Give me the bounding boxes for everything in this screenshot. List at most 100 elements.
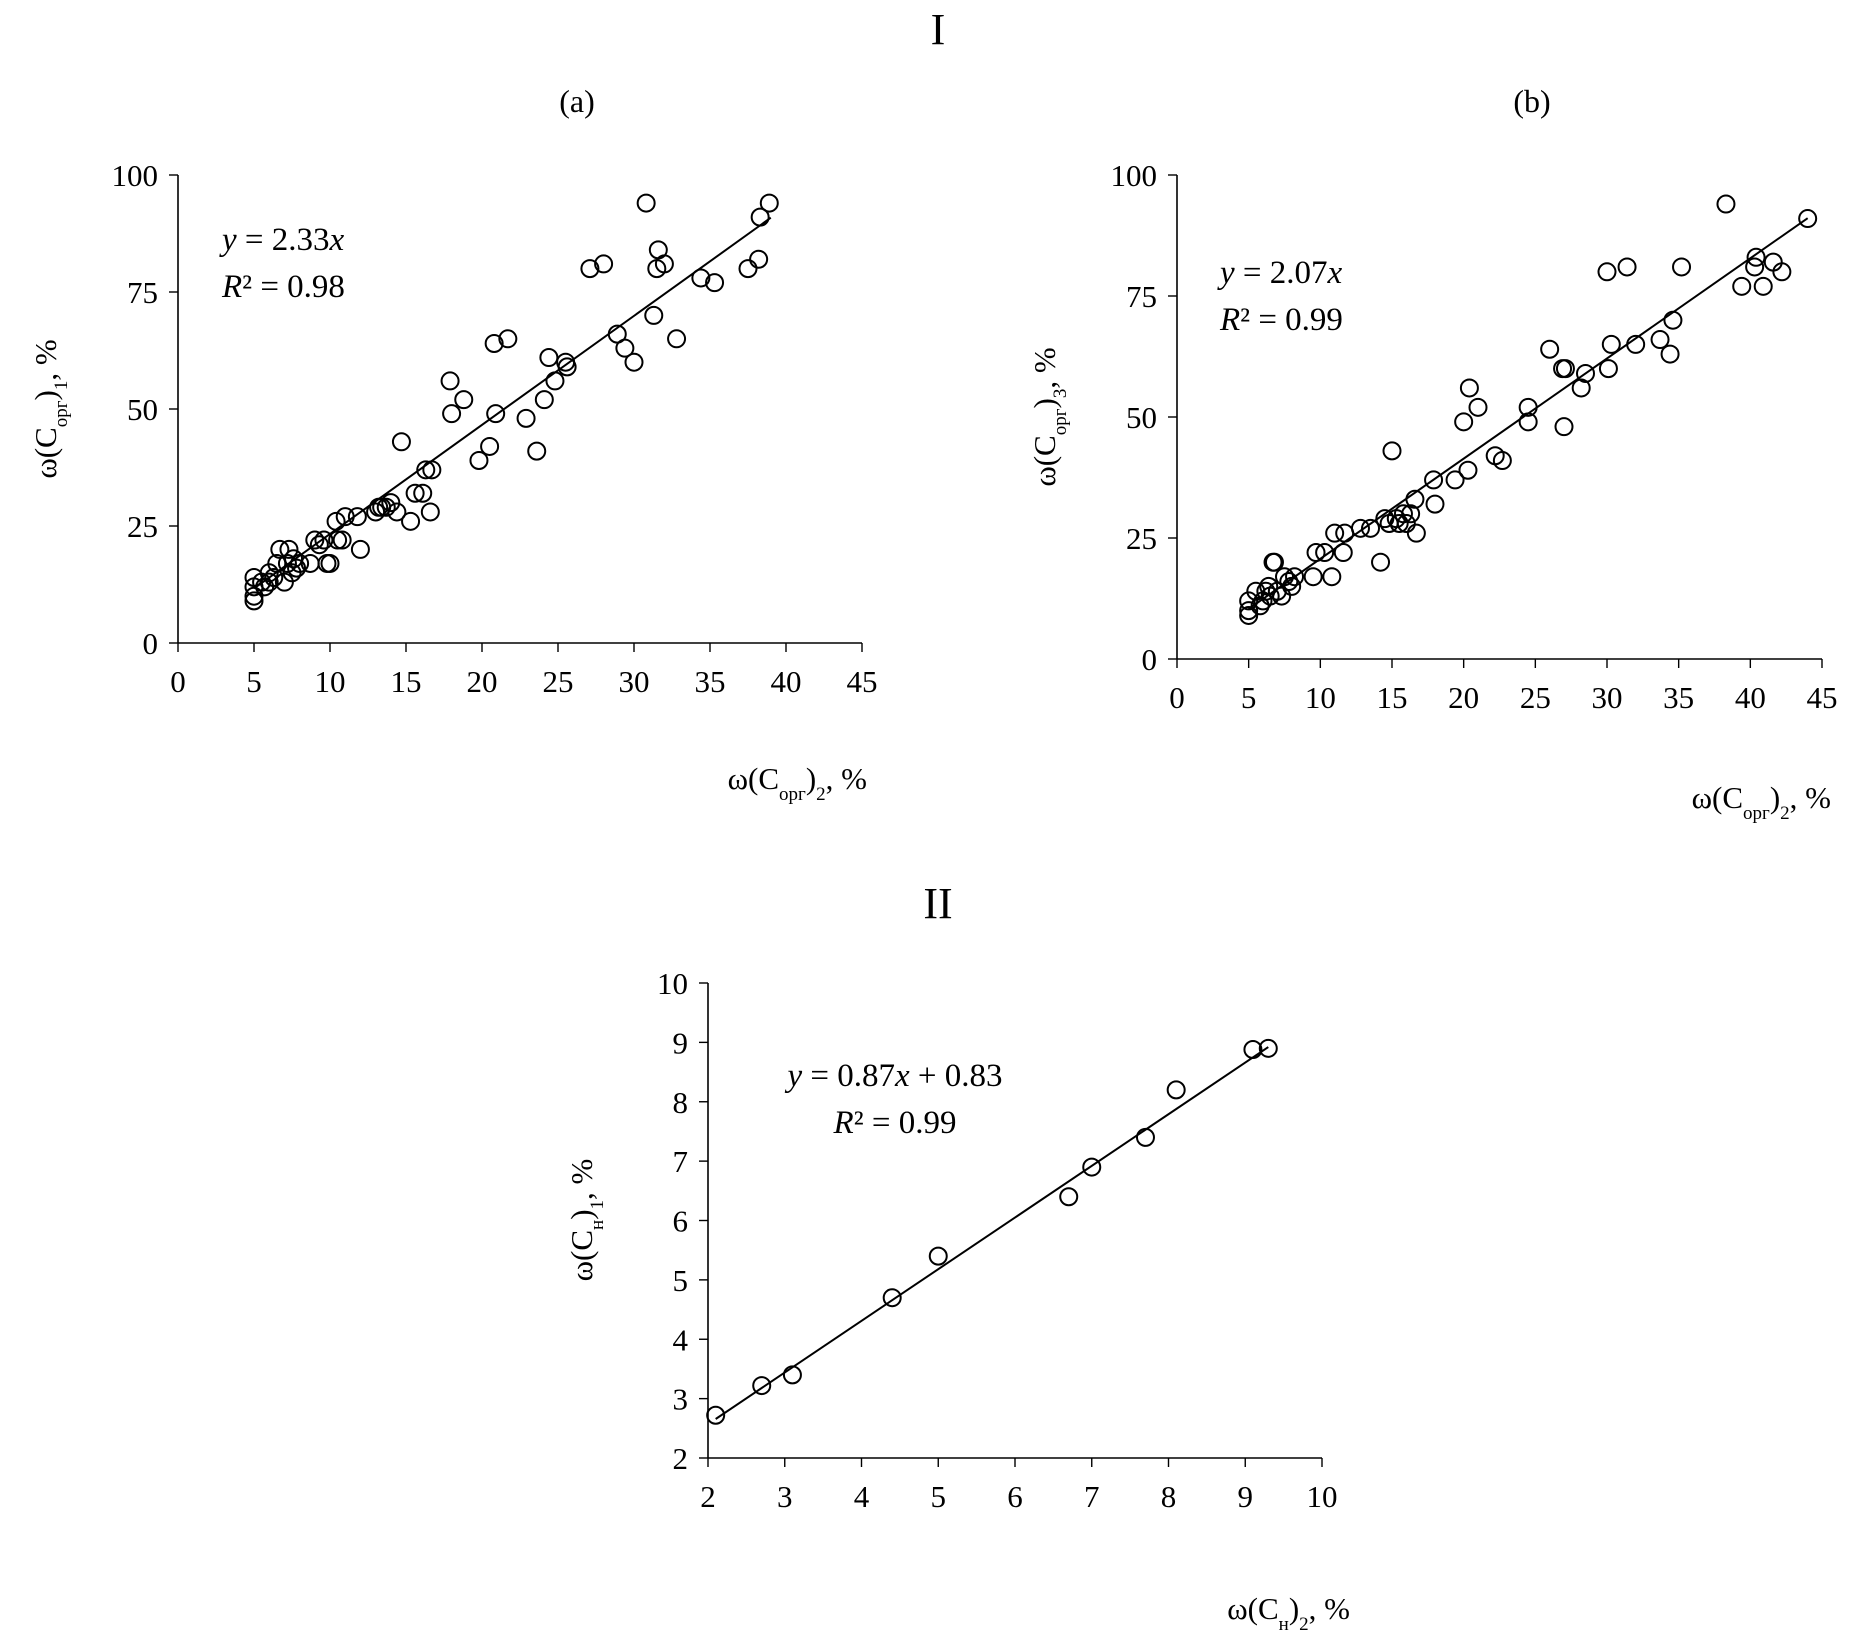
data-point (279, 539, 299, 559)
x-tick-label: 30 (1592, 680, 1623, 715)
data-point (1243, 1040, 1263, 1059)
data-point (454, 390, 474, 410)
y-tick-label: 0 (143, 626, 159, 661)
x-tick-label: 20 (467, 664, 498, 699)
data-point (1333, 543, 1353, 563)
data-point (350, 539, 370, 559)
data-point (347, 507, 367, 527)
data-point (1239, 605, 1259, 625)
data-point (1745, 257, 1765, 277)
data-point (328, 530, 348, 550)
data-point (1716, 194, 1736, 214)
y-tick-label: 100 (1111, 158, 1158, 193)
data-point (1135, 1127, 1155, 1147)
data-point (1315, 543, 1335, 563)
data-point (667, 329, 687, 349)
data-point (1389, 513, 1409, 533)
chart-a: (a) 0 5 10 15 20 25 30 35 40 45 0 25 50 75 100 ω(Cорг)2,… (28, 83, 878, 805)
data-point (1772, 262, 1792, 282)
data-point (420, 502, 440, 522)
y-tick-label: 9 (673, 1025, 689, 1060)
data-point (1059, 1187, 1079, 1207)
x-tick-label: 25 (1520, 680, 1551, 715)
data-point (636, 193, 656, 213)
x-tick-label: 0 (170, 664, 186, 699)
panel-label-a: (a) (559, 83, 595, 119)
data-point (1325, 523, 1345, 543)
data-point (782, 1365, 802, 1385)
data-point (534, 390, 554, 410)
y-tick-label: 6 (673, 1204, 689, 1239)
x-tick-label: 25 (543, 664, 574, 699)
data-point (259, 572, 279, 592)
data-point (1459, 378, 1479, 398)
data-point (1492, 451, 1512, 471)
data-point (1650, 330, 1670, 350)
x-tick-label: 35 (695, 664, 726, 699)
data-point (391, 432, 411, 452)
y-tick-label: 7 (673, 1144, 689, 1179)
data-point (1166, 1080, 1186, 1100)
y-axis-title: ω(Cорг)1, % (28, 339, 72, 478)
data-point (1798, 209, 1818, 229)
y-tick-label: 0 (1142, 642, 1158, 677)
data-point (498, 329, 518, 349)
data-point (1282, 576, 1302, 596)
data-point (516, 408, 536, 428)
data-point (401, 511, 421, 531)
x-tick-label: 40 (1735, 680, 1766, 715)
data-point (277, 553, 297, 573)
data-point (440, 371, 460, 391)
data-point (527, 441, 547, 461)
y-tick-label: 2 (673, 1441, 689, 1476)
data-point (264, 567, 284, 587)
y-tick-label: 25 (1126, 521, 1157, 556)
data-point (1672, 257, 1692, 277)
data-point (1258, 1038, 1278, 1058)
data-point (1382, 441, 1402, 461)
y-tick-label: 4 (673, 1322, 689, 1357)
data-point (314, 530, 334, 550)
data-point (290, 553, 310, 573)
y-tick-label: 75 (127, 275, 158, 310)
data-point (654, 254, 674, 274)
x-tick-label: 0 (1169, 680, 1185, 715)
data-point (615, 338, 635, 358)
data-point (1555, 359, 1575, 379)
data-point (691, 268, 711, 288)
data-point (1468, 397, 1488, 417)
data-point (1445, 470, 1465, 490)
data-point (1335, 523, 1355, 543)
data-point (413, 483, 433, 503)
data-point (1601, 334, 1621, 354)
data-point (326, 511, 346, 531)
data-point (366, 502, 386, 522)
data-point (320, 553, 340, 573)
regression-equation: y = 2.33x (219, 222, 345, 258)
data-point (1239, 601, 1259, 621)
data-point (738, 259, 758, 279)
y-tick-label: 50 (1126, 400, 1157, 435)
data-point (1275, 567, 1294, 587)
data-point (882, 1288, 902, 1308)
data-point (1540, 339, 1560, 359)
data-point (1571, 378, 1591, 398)
x-tick-label: 10 (1305, 680, 1336, 715)
x-tick-label: 7 (1084, 1479, 1100, 1514)
x-axis-title: ω(Cорг)2, % (728, 761, 867, 805)
data-point (1576, 363, 1595, 383)
data-point (1371, 552, 1391, 572)
r-squared: R² = 0.99 (1219, 302, 1343, 338)
data-point (1554, 417, 1574, 437)
r-squared: R² = 0.99 (833, 1105, 957, 1141)
data-point (1626, 334, 1646, 354)
data-point (1454, 412, 1474, 432)
data-point (594, 254, 614, 274)
data-point (480, 436, 500, 456)
data-point (750, 207, 770, 227)
data-point (545, 371, 565, 391)
x-tick-label: 10 (1307, 1479, 1338, 1514)
x-tick-label: 5 (931, 1479, 947, 1514)
x-tick-label: 35 (1663, 680, 1694, 715)
